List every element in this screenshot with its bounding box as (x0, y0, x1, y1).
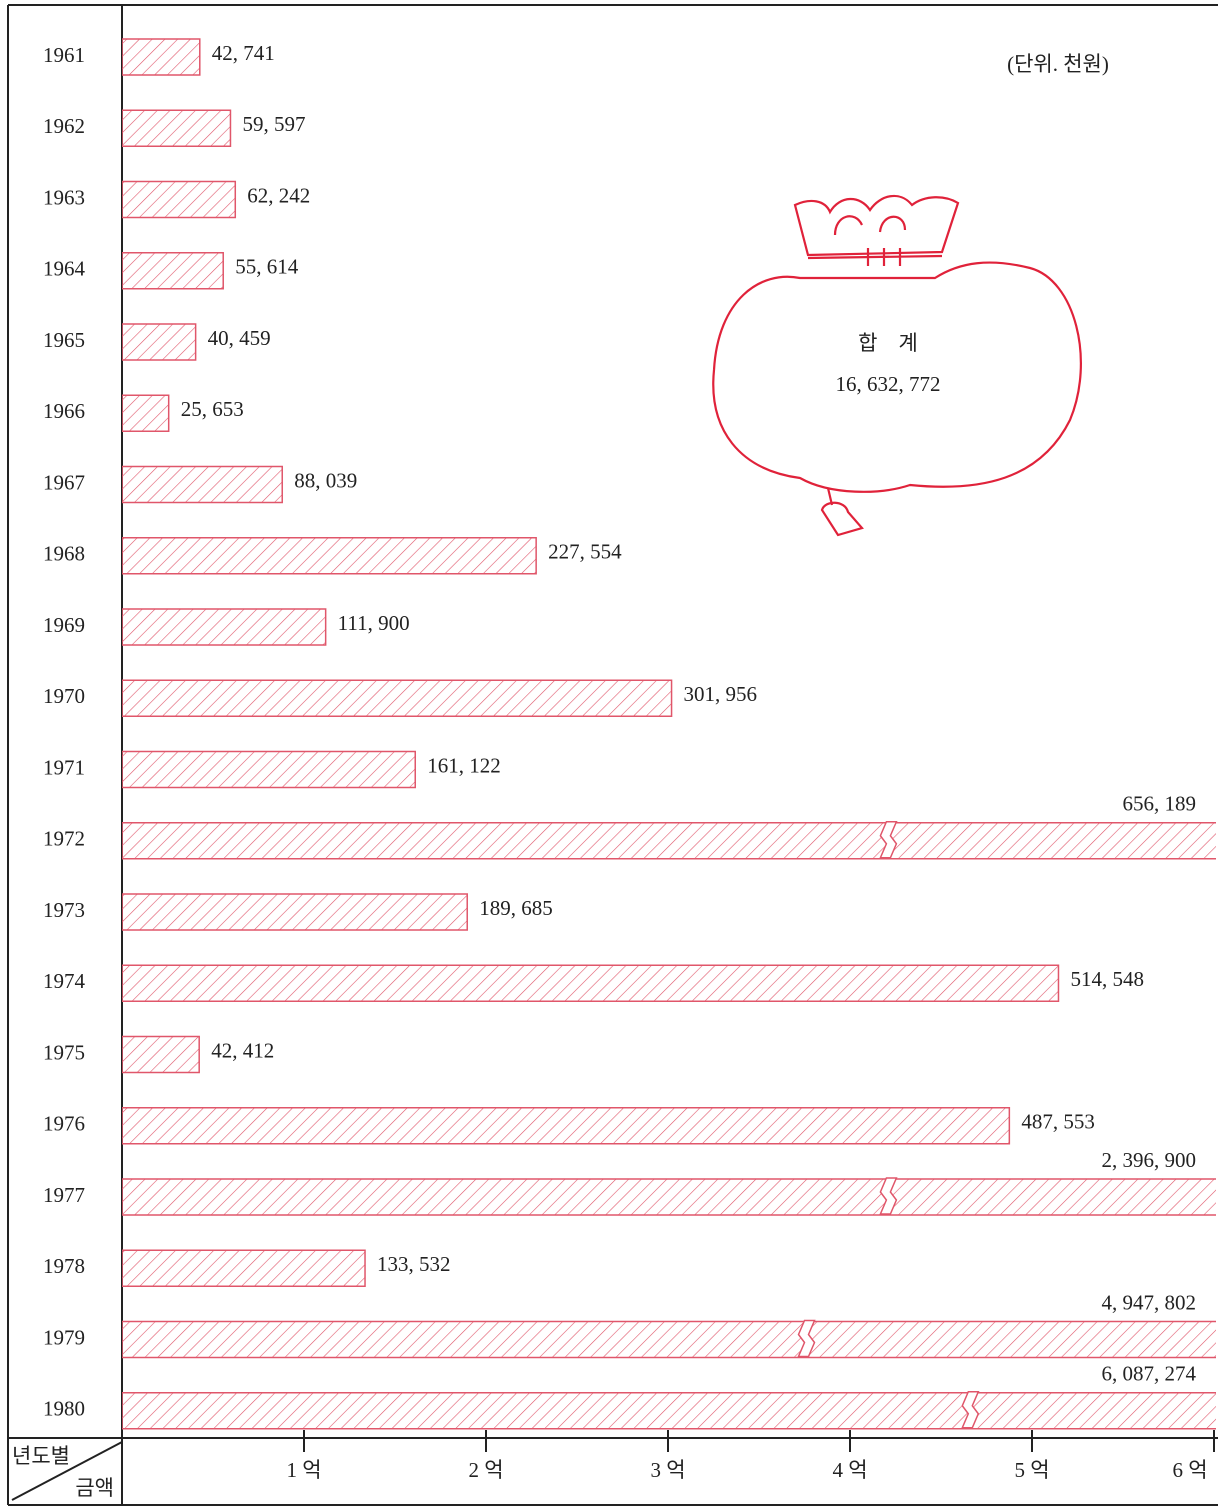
bar (122, 823, 1226, 859)
bag-folds (835, 216, 905, 235)
value-label: 42, 741 (212, 41, 275, 65)
value-label: 133, 532 (377, 1252, 451, 1276)
y-tick-label: 1968 (43, 542, 85, 566)
money-bag (713, 196, 1081, 535)
bar (122, 538, 536, 574)
value-label: 42, 412 (211, 1038, 274, 1062)
value-label: 55, 614 (235, 255, 298, 279)
bar (122, 182, 235, 218)
bar (122, 467, 282, 503)
bars (122, 39, 1226, 1429)
x-tick-label: 4 억 (832, 1458, 867, 1482)
bar (122, 1322, 1226, 1358)
value-label: 227, 554 (548, 540, 622, 564)
value-label: 4, 947, 802 (1102, 1290, 1197, 1314)
y-tick-label: 1977 (43, 1183, 85, 1207)
bar (122, 395, 169, 431)
y-tick-label: 1980 (43, 1397, 85, 1421)
total-label: 합 계 (858, 331, 918, 355)
value-label: 40, 459 (208, 326, 271, 350)
y-tick-label: 1970 (43, 684, 85, 708)
x-tick-label: 5 억 (1014, 1458, 1049, 1482)
corner-row-label: 년도별 (12, 1444, 70, 1468)
value-label: 189, 685 (479, 896, 552, 920)
value-label: 25, 653 (181, 397, 244, 421)
y-tick-label: 1962 (43, 114, 85, 138)
bar (122, 965, 1058, 1001)
unit-note: (단위. 천원) (1007, 52, 1109, 76)
y-tick-label: 1978 (43, 1254, 85, 1278)
value-label: 514, 548 (1070, 967, 1144, 991)
bar (122, 1250, 365, 1286)
bag-top (795, 196, 958, 255)
value-label: 656, 189 (1123, 792, 1197, 816)
y-tick-label: 1969 (43, 613, 85, 637)
bar (122, 324, 196, 360)
x-tick-label: 3 억 (650, 1458, 685, 1482)
value-label: 111, 900 (338, 611, 410, 635)
y-tick-label: 1976 (43, 1112, 85, 1136)
value-label: 487, 553 (1021, 1110, 1095, 1134)
x-tick-label: 1 억 (286, 1458, 321, 1482)
value-label: 301, 956 (684, 682, 758, 706)
bar (122, 1108, 1009, 1144)
bar (122, 110, 230, 146)
y-tick-label: 1974 (43, 969, 86, 993)
value-label: 161, 122 (427, 753, 501, 777)
y-tick-label: 1979 (43, 1325, 85, 1349)
value-label: 88, 039 (294, 468, 357, 492)
bag-tie (808, 248, 942, 266)
bar (122, 680, 672, 716)
y-tick-label: 1961 (43, 43, 85, 67)
value-label: 6, 087, 274 (1102, 1362, 1197, 1386)
y-tick-label: 1971 (43, 755, 85, 779)
bar (122, 39, 200, 75)
bar (122, 1037, 199, 1073)
bar (122, 894, 467, 930)
total-value: 16, 632, 772 (836, 372, 941, 396)
y-tick-label: 1963 (43, 185, 85, 209)
y-tick-label: 1975 (43, 1040, 85, 1064)
bar (122, 1179, 1226, 1215)
chart: 년도별 금액 (단위. 천원) 합 계 16, 632, 772 1 억 2 억 3… (0, 0, 1226, 1507)
value-label: 59, 597 (242, 112, 305, 136)
bar (122, 253, 223, 289)
bag-tassel (822, 488, 862, 535)
y-tick-label: 1965 (43, 328, 85, 352)
y-tick-label: 1964 (43, 257, 86, 281)
bar (122, 609, 326, 645)
y-tick-label: 1966 (43, 399, 85, 423)
value-label: 62, 242 (247, 183, 310, 207)
value-label: 2, 396, 900 (1102, 1148, 1197, 1172)
corner-col-label: 금액 (75, 1476, 114, 1500)
bar (122, 752, 415, 788)
y-tick-label: 1973 (43, 898, 85, 922)
x-tick-label: 6 억 (1172, 1458, 1207, 1482)
x-tick-label: 2 억 (468, 1458, 503, 1482)
bar (122, 1393, 1226, 1429)
y-tick-label: 1972 (43, 827, 85, 851)
y-tick-label: 1967 (43, 470, 85, 494)
